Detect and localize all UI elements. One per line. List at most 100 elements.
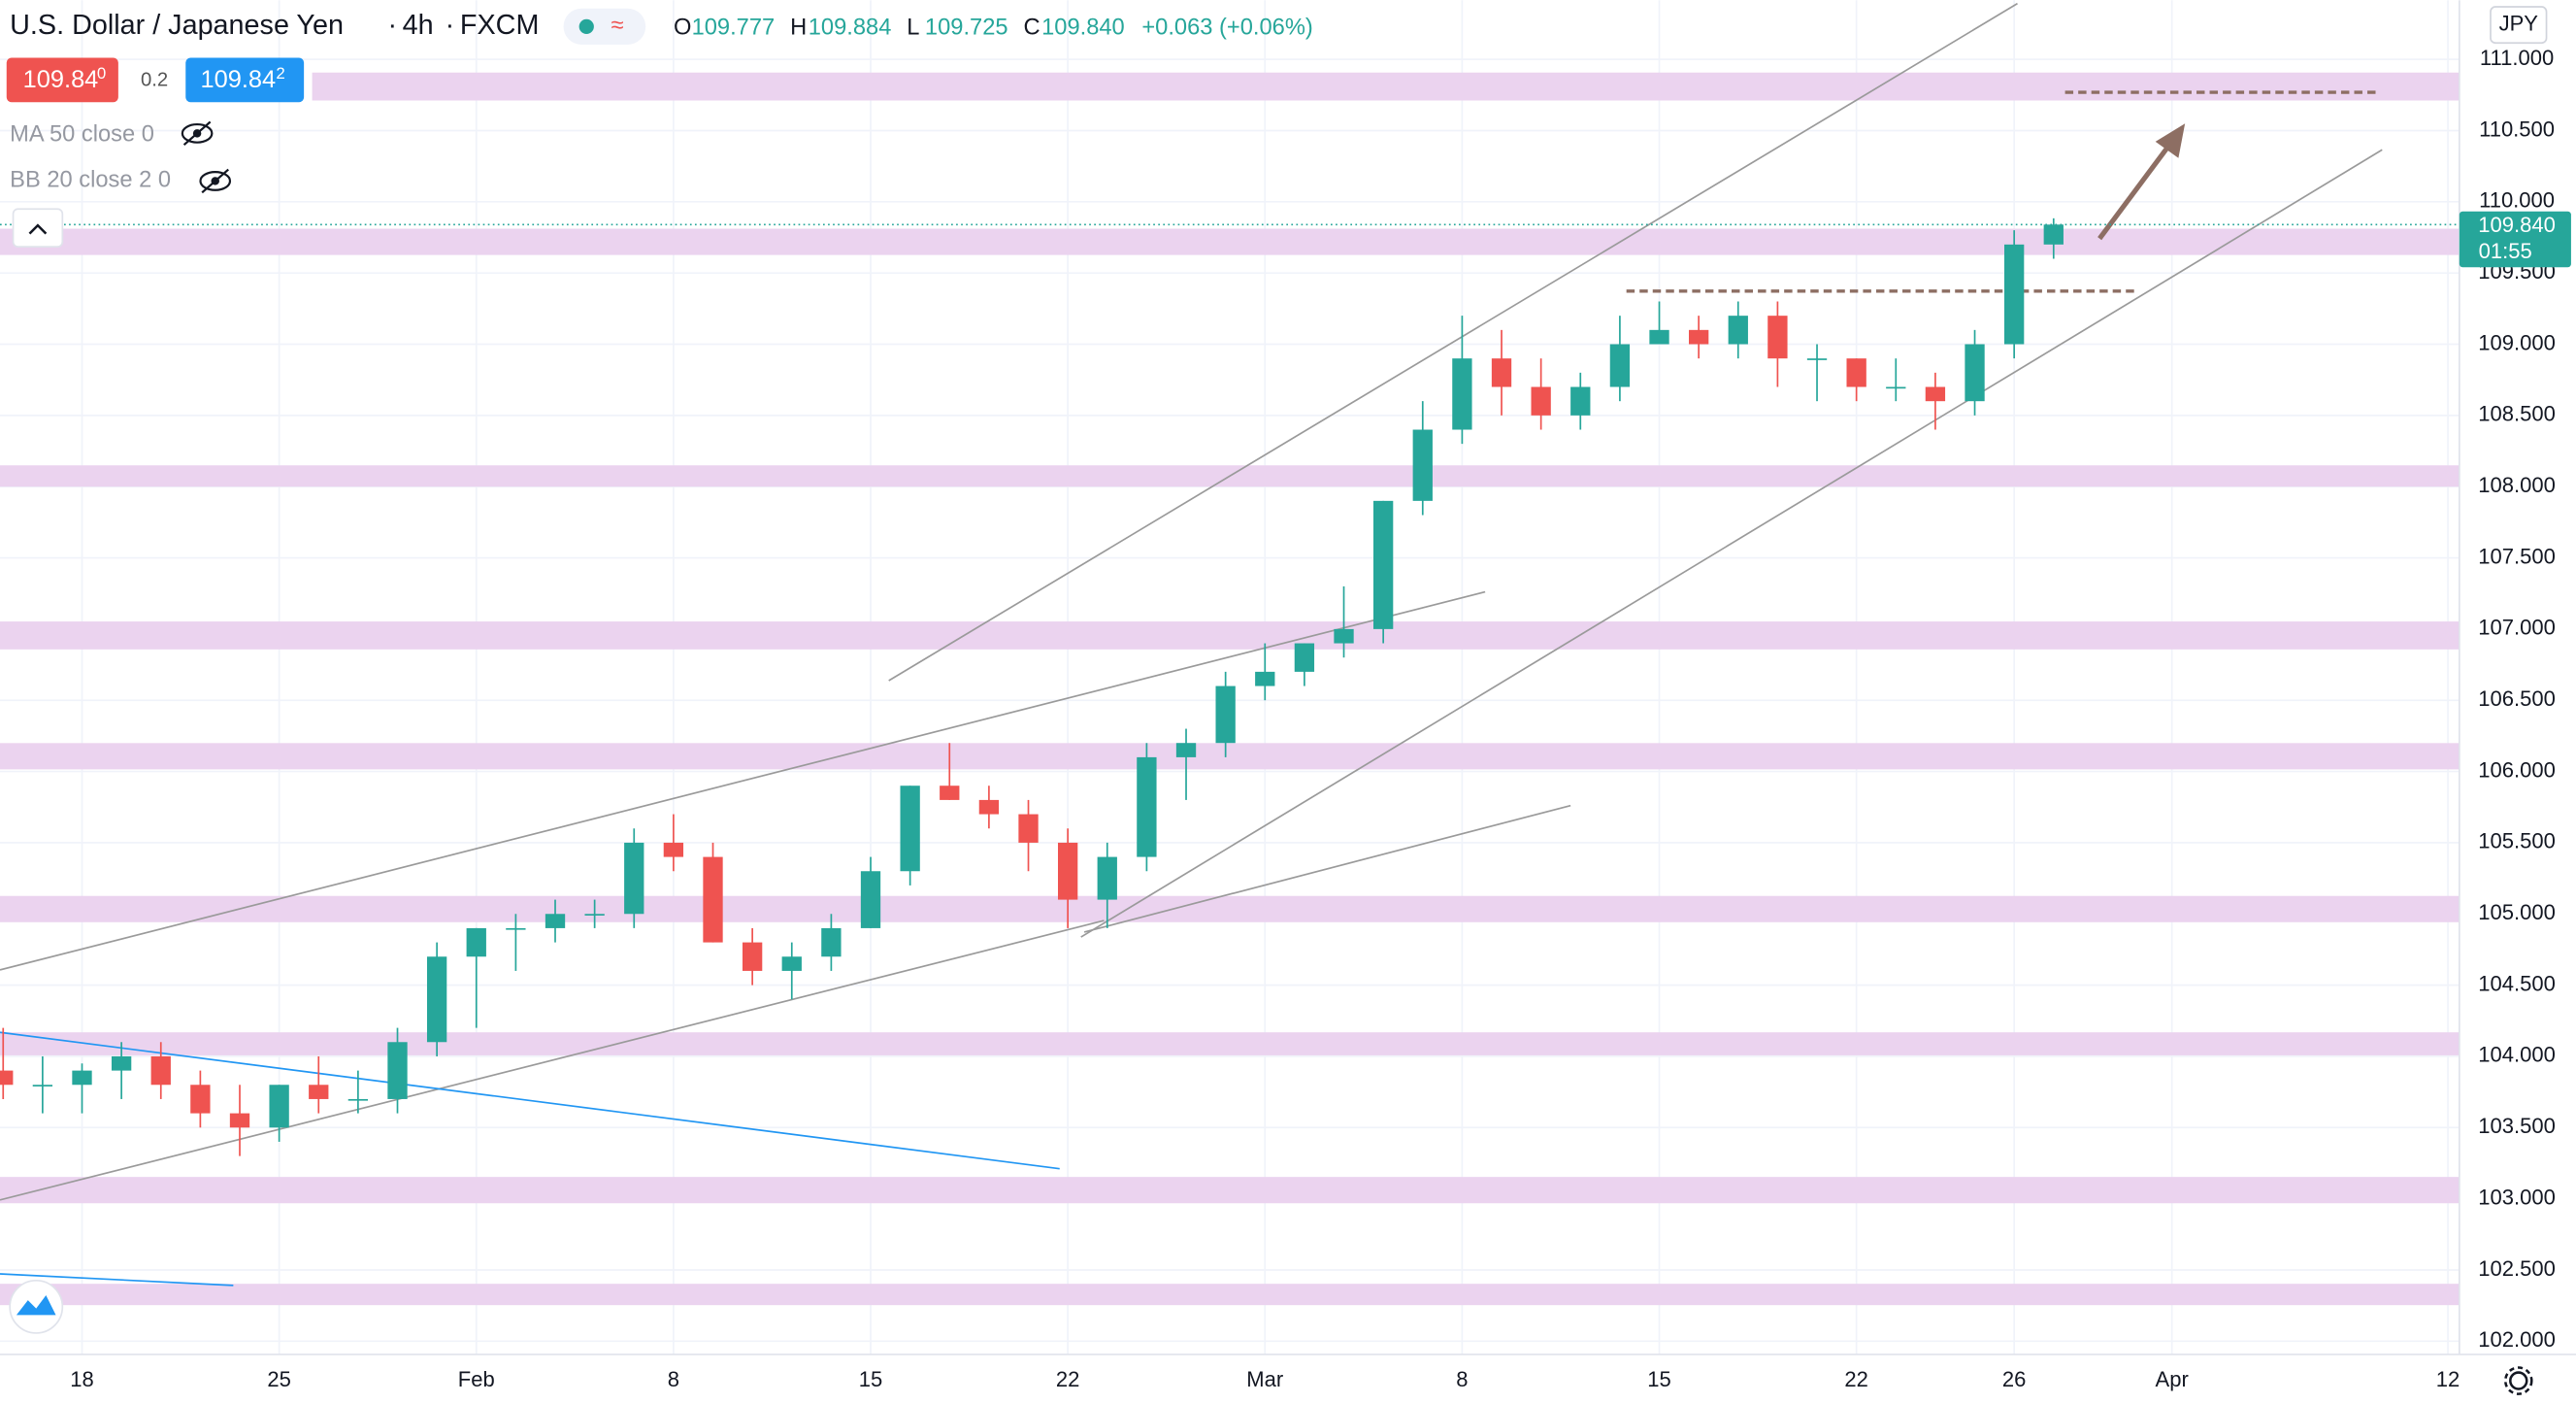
time-axis-bg <box>0 1354 2576 1404</box>
symbol: U.S. Dollar / Japanese Yen <box>10 10 344 41</box>
sell-button[interactable] <box>6 57 118 103</box>
indicator: MA 50 close 0 <box>10 121 154 147</box>
y-tick-label: 107.000 <box>2478 616 2556 640</box>
ohlc-key: C <box>1023 15 1040 40</box>
y-tick-label: 104.000 <box>2478 1043 2556 1067</box>
candle-body <box>545 914 566 928</box>
candle-body <box>32 1085 53 1086</box>
trend-line <box>0 1031 1060 1170</box>
y-tick-label: 103.000 <box>2478 1185 2556 1209</box>
hide-icon[interactable] <box>181 120 214 147</box>
separator: · <box>387 10 397 41</box>
buy-button[interactable] <box>185 57 305 103</box>
candle-body <box>0 1070 14 1086</box>
trend-line <box>1083 804 1571 933</box>
candle-body <box>1334 628 1354 644</box>
buy-pip: 2 <box>276 64 284 83</box>
y-tick-label: 105.000 <box>2478 900 2556 924</box>
candle-body <box>1372 500 1394 629</box>
x-tick-label: Apr <box>2156 1367 2189 1391</box>
candle-body <box>1175 743 1197 757</box>
candle-body <box>1925 386 1946 402</box>
candle-body <box>781 956 802 971</box>
status-dot <box>578 18 594 34</box>
y-tick-label: 106.500 <box>2478 686 2556 711</box>
hide-icon[interactable] <box>199 168 232 194</box>
gear-teeth <box>2503 1366 2533 1395</box>
zone <box>0 895 2460 922</box>
drawings <box>0 2 2383 1287</box>
candle-body <box>1452 358 1472 430</box>
zone <box>0 1032 2460 1055</box>
candle-body <box>1412 429 1433 501</box>
ohlc-value: 109.840 <box>1041 15 1125 40</box>
candle-body <box>506 927 526 930</box>
logo[interactable] <box>9 1279 64 1334</box>
axes: 102.000 102.500 103.000 103.500 104.000 104.5… <box>70 46 2571 1391</box>
y-tick-label: 110.500 <box>2479 117 2555 141</box>
y-tick-label: 103.500 <box>2478 1114 2556 1138</box>
currency-button[interactable] <box>2490 6 2548 45</box>
y-tick-label: 110.000 <box>2479 188 2555 213</box>
x-tick-label: 18 <box>70 1367 93 1391</box>
x-tick-label: 22 <box>1844 1367 1867 1391</box>
candle-body <box>269 1085 289 1128</box>
zone <box>0 1177 2460 1204</box>
x-tick-label: 22 <box>1056 1367 1079 1391</box>
indicator: BB 20 close 2 0 <box>10 168 171 193</box>
slash <box>201 168 229 194</box>
candle-body <box>900 786 920 872</box>
candle-body <box>584 914 605 916</box>
zone <box>0 1284 2460 1306</box>
settings-icon[interactable] <box>2503 1366 2533 1395</box>
x-tick-label: 12 <box>2436 1367 2460 1391</box>
candle-body <box>1531 386 1551 416</box>
last-price-label: 109.840 <box>2478 213 2556 237</box>
candle-body <box>387 1042 408 1099</box>
x-tick-label: 8 <box>668 1367 679 1391</box>
status-pill[interactable] <box>563 8 646 45</box>
candle-body <box>742 942 763 971</box>
zone <box>0 743 2460 770</box>
candle-body <box>1609 344 1631 387</box>
sell-pip: 0 <box>97 64 106 83</box>
candle-body <box>1649 329 1669 345</box>
candle-body <box>978 799 1000 815</box>
separator: · <box>446 10 455 41</box>
y-tick-label: 108.000 <box>2478 473 2556 497</box>
y-tick-label: 102.500 <box>2478 1256 2556 1281</box>
change: +0.063 (+0.06%) <box>1141 15 1312 40</box>
resistance-zone <box>312 72 2460 101</box>
x-tick-label: 15 <box>1647 1367 1670 1391</box>
candle-body <box>1057 842 1078 900</box>
candle-body <box>1491 358 1512 387</box>
candle-body <box>1728 316 1748 345</box>
y-tick-label: 106.000 <box>2478 757 2556 782</box>
candle-body <box>1570 386 1591 416</box>
collapse-button[interactable] <box>12 208 64 248</box>
y-tick-label: 107.500 <box>2478 544 2556 568</box>
ohlc-value: 109.777 <box>692 15 776 40</box>
candle-body <box>1886 386 1906 389</box>
zone <box>0 228 2460 255</box>
y-tick-label: 111.000 <box>2480 46 2554 70</box>
ohlc-key: H <box>790 15 807 40</box>
candle-body <box>940 786 960 800</box>
candle-body <box>229 1113 250 1128</box>
candle-body <box>1215 685 1236 744</box>
candle-body <box>2004 244 2025 345</box>
candle-body <box>1097 856 1117 900</box>
candle-body <box>111 1055 132 1071</box>
candle-body <box>2043 224 2064 245</box>
y-tick-label: 102.000 <box>2478 1327 2556 1352</box>
ohlc-key: L <box>907 15 919 40</box>
candle-body <box>1688 329 1709 345</box>
buy-price: 109.84 <box>200 66 276 93</box>
trend-line <box>0 919 1105 1201</box>
arrow-head <box>2155 123 2186 158</box>
ohlc-value: 109.725 <box>925 15 1008 40</box>
x-tick-label: Mar <box>1246 1367 1283 1391</box>
arrow <box>2097 140 2174 241</box>
